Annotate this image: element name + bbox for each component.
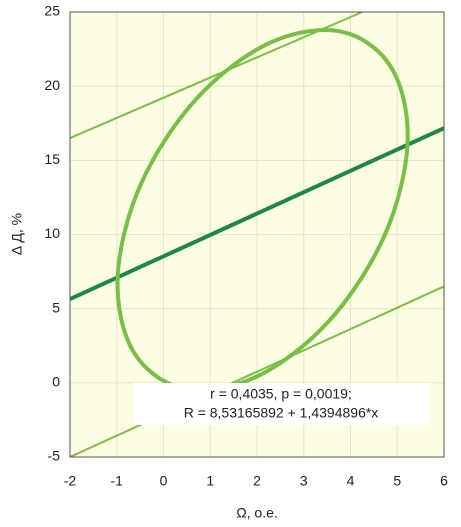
y-tick-label: 10 [44, 225, 60, 241]
y-tick-label: 25 [44, 3, 60, 19]
annotation-box [133, 383, 430, 425]
y-tick-label: 5 [52, 299, 60, 315]
x-tick-label: 1 [206, 473, 214, 489]
line [70, 285, 444, 457]
marks [70, 12, 444, 457]
x-tick-label: 5 [393, 473, 401, 489]
line [70, 126, 444, 301]
y-tick-label: 20 [44, 77, 60, 93]
y-tick-label: -5 [48, 448, 61, 464]
line [70, 12, 363, 140]
x-tick-label: 0 [160, 473, 168, 489]
annotation: R = 8,53165892 + 1,4394896*x [184, 405, 379, 421]
plot-border [69, 11, 445, 458]
y-tick-label: 15 [44, 151, 60, 167]
x-tick-label: 6 [440, 473, 448, 489]
x-tick-label: 4 [347, 473, 355, 489]
y-axis-title: Δ Д, % [9, 213, 25, 255]
x-axis-title: Ω, о.е. [236, 505, 278, 521]
x-tick-label: 2 [253, 473, 261, 489]
y-tick-label: 0 [52, 374, 60, 390]
confidence-ellipse [115, 28, 410, 392]
x-tick-label: -2 [64, 473, 77, 489]
x-tick-label: 3 [300, 473, 308, 489]
x-tick-label: -1 [111, 473, 124, 489]
annotation: r = 0,4035, p = 0,0019; [210, 386, 352, 402]
